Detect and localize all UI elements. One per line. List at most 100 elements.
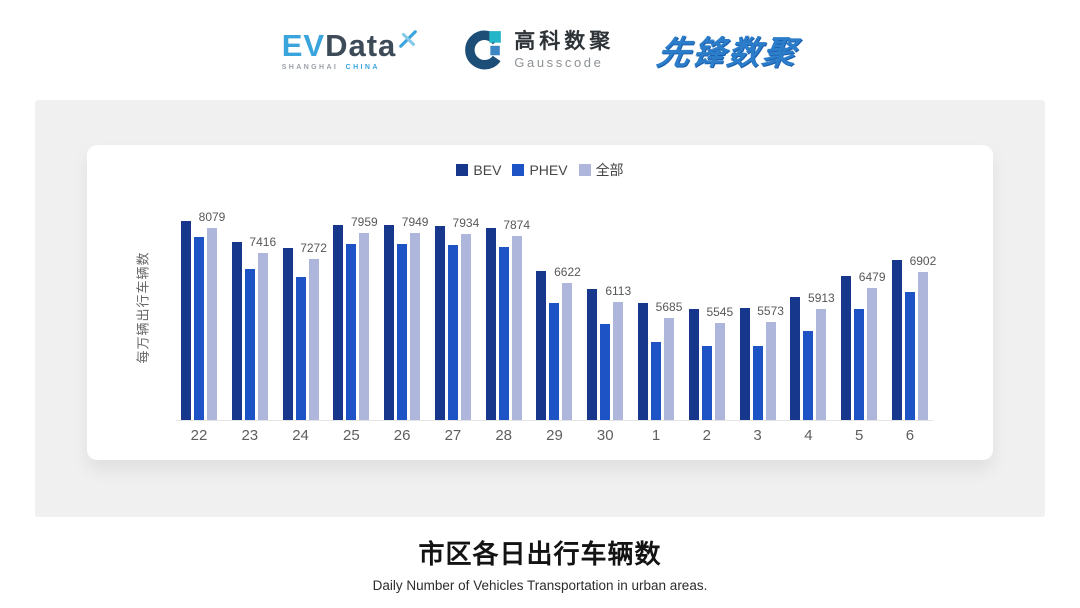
legend-item-phev[interactable]: PHEV bbox=[512, 162, 568, 178]
gausscode-g-icon bbox=[465, 30, 502, 70]
bar-bev-day-26 bbox=[384, 224, 395, 420]
plot: BEV PHEV 全部 每万辆出行车辆数 8079 7416 7272 7959 7949 7… bbox=[87, 145, 993, 460]
gausscode-logo: 高科数聚 Gausscode bbox=[462, 29, 614, 71]
evdata-logo-ev: EV bbox=[281, 27, 326, 63]
legend-swatch-icon bbox=[512, 164, 525, 176]
bar-bev-day-22 bbox=[181, 221, 191, 420]
bar-bev-day-23 bbox=[231, 242, 242, 420]
bar-bev-day-4 bbox=[790, 296, 801, 420]
bar-value-label-day-2: 5545 bbox=[706, 305, 734, 320]
bar-all-day-5 bbox=[867, 288, 878, 420]
bar-value-label-day-22: 8079 bbox=[198, 210, 226, 225]
x-axis-label-27: 27 bbox=[444, 427, 462, 444]
bar-group-day-24: 7272 bbox=[282, 195, 327, 420]
bar-group-day-1: 5685 bbox=[638, 195, 682, 420]
legend-swatch-icon bbox=[456, 164, 469, 176]
x-axis-label-24: 24 bbox=[292, 427, 309, 444]
legend-label: 全部 bbox=[595, 162, 624, 178]
x-axis-labels: 22 23 24 25 26 27 28 29 30 1 2 3 4 5 6 bbox=[176, 427, 933, 444]
bar-group-day-25: 7959 bbox=[333, 195, 378, 420]
bar-bev-day-3 bbox=[739, 308, 750, 420]
bar-value-label-day-27: 7934 bbox=[452, 215, 480, 230]
bar-all-day-3 bbox=[765, 322, 776, 420]
bar-phev-day-4 bbox=[803, 330, 814, 420]
bar-bev-day-27 bbox=[434, 225, 445, 420]
bar-all-day-24 bbox=[308, 258, 319, 420]
chart-subtitle: Daily Number of Vehicles Transportation … bbox=[372, 578, 708, 593]
x-axis-label-26: 26 bbox=[393, 427, 411, 444]
evdata-logo-data: Data bbox=[325, 27, 397, 63]
bar-bev-day-28 bbox=[485, 228, 496, 420]
bar-all-day-30 bbox=[613, 301, 624, 420]
bar-phev-day-2 bbox=[701, 346, 712, 420]
bar-value-label-day-29: 6622 bbox=[554, 264, 581, 279]
bar-all-day-25 bbox=[359, 232, 370, 420]
caption: 市区各日出行车辆数 Daily Number of Vehicles Trans… bbox=[0, 534, 1080, 593]
bar-group-day-23: 7416 bbox=[231, 195, 276, 420]
bar-all-day-4 bbox=[816, 309, 827, 420]
bar-value-label-day-6: 6902 bbox=[909, 254, 937, 269]
bar-phev-day-29 bbox=[549, 302, 560, 420]
x-axis-line bbox=[176, 420, 933, 421]
evdata-x-mark-icon bbox=[399, 29, 418, 48]
legend-label: PHEV bbox=[529, 162, 568, 178]
bar-group-day-5: 6479 bbox=[841, 195, 886, 420]
bar-all-day-29 bbox=[562, 282, 573, 420]
bar-all-day-28 bbox=[511, 235, 522, 420]
y-axis-title-wrap: 每万辆出行车辆数 bbox=[133, 195, 151, 420]
bar-group-day-6: 6902 bbox=[891, 195, 936, 420]
bar-all-day-22 bbox=[207, 228, 217, 420]
bar-group-day-26: 7949 bbox=[384, 195, 428, 420]
bar-group-day-30: 6113 bbox=[587, 195, 631, 420]
bar-value-label-day-23: 7416 bbox=[249, 235, 277, 250]
legend-item-bev[interactable]: BEV bbox=[456, 162, 501, 178]
bar-phev-day-26 bbox=[397, 243, 408, 420]
bar-group-day-28: 7874 bbox=[485, 195, 530, 420]
bar-bev-day-25 bbox=[333, 224, 344, 420]
bar-group-day-2: 5545 bbox=[688, 195, 733, 420]
logo-bar: EV Data SHANGHAI CHINA 高科数聚 Gausscode bbox=[0, 0, 1080, 100]
evdata-logo: EV Data SHANGHAI CHINA bbox=[282, 30, 419, 71]
bar-bev-day-5 bbox=[841, 275, 852, 420]
bar-group-day-4: 5913 bbox=[790, 195, 835, 420]
x-axis-label-4: 4 bbox=[804, 427, 813, 444]
bar-bev-day-1 bbox=[638, 302, 649, 420]
bar-value-label-day-25: 7959 bbox=[350, 214, 378, 229]
x-axis-label-1: 1 bbox=[651, 427, 661, 444]
bar-phev-day-6 bbox=[904, 291, 915, 420]
x-axis-label-25: 25 bbox=[343, 427, 360, 444]
bar-bev-day-2 bbox=[688, 308, 699, 420]
bar-value-label-day-30: 6113 bbox=[605, 283, 632, 298]
y-axis-title: 每万辆出行车辆数 bbox=[135, 251, 151, 364]
bar-value-label-day-4: 5913 bbox=[808, 291, 835, 306]
bar-phev-day-22 bbox=[194, 236, 204, 420]
chart-title: 市区各日出行车辆数 bbox=[418, 539, 662, 569]
chart-card: BEV PHEV 全部 每万辆出行车辆数 8079 7416 7272 7959 7949 7… bbox=[87, 145, 993, 460]
bar-phev-day-30 bbox=[600, 323, 611, 420]
bar-value-label-day-26: 7949 bbox=[401, 215, 429, 230]
evdata-tagline: SHANGHAI CHINA bbox=[282, 64, 419, 71]
bar-all-day-2 bbox=[714, 323, 725, 420]
bar-bev-day-29 bbox=[536, 270, 547, 420]
bar-all-day-26 bbox=[410, 233, 421, 420]
x-axis-label-29: 29 bbox=[546, 427, 563, 444]
x-axis-label-28: 28 bbox=[495, 427, 513, 444]
legend-swatch-icon bbox=[578, 164, 591, 176]
xianfeng-shuju-logo: 先锋数聚 bbox=[655, 26, 802, 74]
bar-phev-day-25 bbox=[346, 243, 357, 420]
bar-group-day-27: 7934 bbox=[434, 195, 479, 420]
bar-phev-day-24 bbox=[295, 276, 306, 420]
gausscode-cn-name: 高科数聚 bbox=[514, 30, 615, 54]
bar-phev-day-1 bbox=[651, 341, 662, 420]
x-axis-label-22: 22 bbox=[190, 427, 208, 444]
legend-item-all[interactable]: 全部 bbox=[578, 160, 624, 180]
bar-phev-day-5 bbox=[854, 308, 865, 420]
bar-all-day-6 bbox=[917, 272, 928, 420]
chart-legend: BEV PHEV 全部 bbox=[87, 160, 993, 180]
bar-value-label-day-1: 5685 bbox=[655, 300, 683, 315]
bar-bev-day-30 bbox=[587, 289, 598, 420]
bar-phev-day-28 bbox=[498, 246, 509, 420]
bar-value-label-day-3: 5573 bbox=[757, 304, 784, 319]
bar-all-day-23 bbox=[257, 253, 268, 420]
